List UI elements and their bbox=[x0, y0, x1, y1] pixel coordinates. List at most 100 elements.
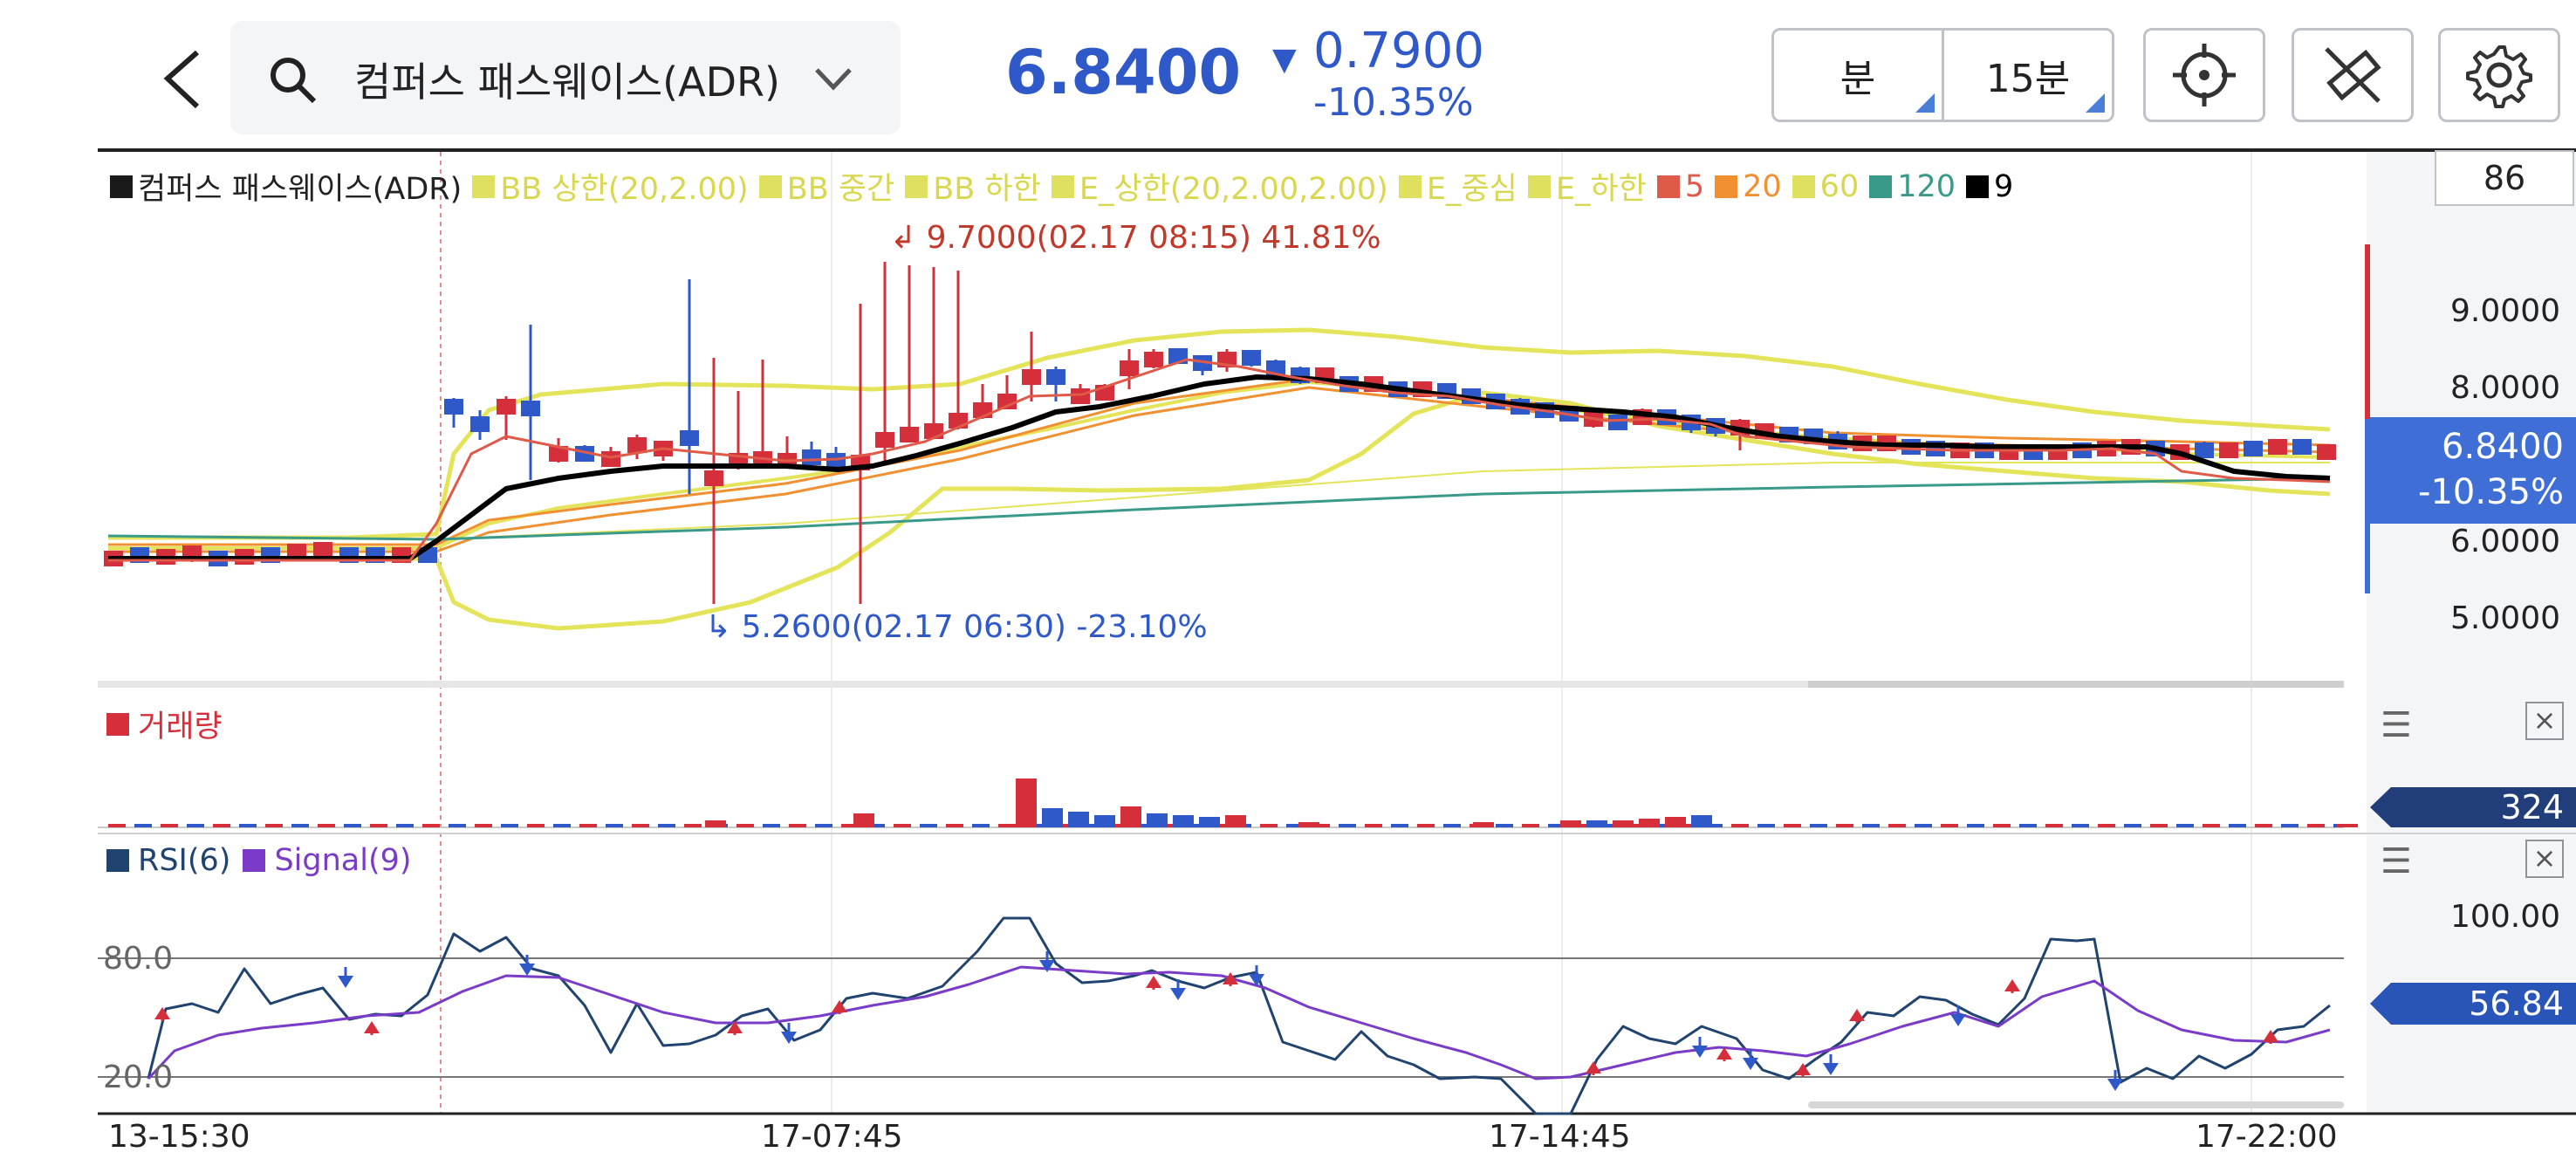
volume-bar bbox=[1586, 820, 1607, 827]
volume-bar bbox=[1639, 819, 1660, 827]
volume-bar bbox=[946, 824, 963, 827]
volume-bar bbox=[1298, 822, 1319, 827]
volume-bar bbox=[1391, 824, 1408, 827]
legend-swatch bbox=[1715, 175, 1738, 198]
legend-label: 9 bbox=[1994, 168, 2014, 204]
volume-bar bbox=[2124, 824, 2141, 827]
period-unit-button[interactable]: 분 bbox=[1771, 28, 1944, 122]
legend-label: 20 bbox=[1743, 168, 1782, 204]
candle-body bbox=[601, 451, 620, 467]
volume-bar bbox=[1705, 824, 1723, 827]
volume-bar bbox=[1173, 815, 1194, 827]
rsi-scrollbar-thumb[interactable] bbox=[1808, 1101, 2344, 1108]
candle-body bbox=[1046, 369, 1065, 385]
volume-bar bbox=[318, 824, 335, 827]
close-icon[interactable]: × bbox=[2525, 840, 2564, 878]
buy-signal-arrow bbox=[2004, 979, 2020, 991]
buy-signal-arrow bbox=[727, 1021, 743, 1033]
candle-body bbox=[1022, 369, 1041, 385]
menu-icon[interactable]: ☰ bbox=[2381, 705, 2412, 745]
volume-bar bbox=[1147, 813, 1168, 827]
candle-body bbox=[497, 399, 516, 415]
arrow-icon: ↳ bbox=[705, 609, 742, 645]
axis-value-box[interactable]: 86 bbox=[2435, 150, 2574, 206]
buy-signal-arrow bbox=[2263, 1030, 2278, 1042]
settings-button[interactable] bbox=[2438, 28, 2560, 122]
x-tick: 17-07:45 bbox=[761, 1119, 903, 1155]
volume-bar bbox=[213, 824, 230, 827]
rsi-title: RSI(6) Signal(9) bbox=[106, 843, 412, 878]
volume-bar bbox=[1862, 824, 1880, 827]
close-icon[interactable]: × bbox=[2525, 702, 2564, 740]
volume-bar bbox=[370, 824, 387, 827]
volume-bar bbox=[1225, 815, 1246, 827]
low-annotation-text: 5.2600(02.17 06:30) -23.10% bbox=[741, 609, 1208, 645]
period-value-label: 15분 bbox=[1985, 57, 2071, 101]
buy-signal-arrow bbox=[1223, 972, 1238, 984]
volume-bar bbox=[2229, 824, 2246, 827]
volume-bar bbox=[841, 824, 859, 827]
volume-bar bbox=[449, 824, 466, 827]
chevron-down-icon[interactable] bbox=[812, 61, 855, 96]
volume-bar bbox=[1443, 824, 1461, 827]
volume-bar bbox=[736, 824, 754, 827]
legend-label: E_하한 bbox=[1555, 172, 1647, 207]
signal-line bbox=[147, 965, 2331, 1080]
legend-label: BB 하한 bbox=[933, 172, 1041, 207]
current-price-tag-value: 6.8400 bbox=[2442, 427, 2564, 467]
candle-body bbox=[2244, 441, 2263, 456]
buy-signal-arrow bbox=[364, 1021, 380, 1033]
sell-signal-arrow bbox=[338, 976, 353, 988]
search-icon bbox=[271, 58, 317, 104]
volume-color-swatch bbox=[106, 712, 129, 736]
stock-search-box[interactable] bbox=[230, 21, 901, 134]
legend-swatch bbox=[472, 175, 496, 198]
volume-bar bbox=[684, 824, 702, 827]
volume-bar bbox=[1574, 824, 1592, 827]
legend-label: 컴퍼스 패스웨이스(ADR) bbox=[138, 172, 462, 207]
volume-bar bbox=[344, 824, 361, 827]
ma5-line bbox=[108, 358, 2331, 562]
volume-bar bbox=[1757, 824, 1775, 827]
volume-bar bbox=[2045, 824, 2063, 827]
legend-swatch bbox=[1792, 175, 1815, 198]
volume-bar bbox=[789, 824, 806, 827]
volume-bar bbox=[894, 824, 911, 827]
volume-bar bbox=[1653, 824, 1670, 827]
rsi-color-swatch bbox=[106, 849, 129, 872]
current-price-tag: 6.8400 -10.35% bbox=[2370, 417, 2576, 524]
back-button[interactable] bbox=[148, 33, 218, 120]
drawing-toggle-button[interactable] bbox=[2292, 28, 2414, 122]
buy-signal-arrow bbox=[832, 1000, 847, 1012]
volume-bar bbox=[606, 824, 623, 827]
volume-bar bbox=[705, 820, 726, 827]
sell-signal-arrow bbox=[519, 964, 535, 976]
main-scrollbar-thumb[interactable] bbox=[1808, 681, 2344, 688]
volume-bar bbox=[422, 824, 440, 827]
legend-swatch bbox=[110, 175, 133, 198]
low-annotation: ↳ 5.2600(02.17 06:30) -23.10% bbox=[705, 609, 1208, 645]
volume-bar bbox=[265, 824, 283, 827]
menu-icon[interactable]: ☰ bbox=[2381, 841, 2412, 881]
candle-body bbox=[470, 416, 490, 432]
volume-bar bbox=[1042, 808, 1063, 827]
volume-bar bbox=[1016, 778, 1037, 827]
volume-bar bbox=[1068, 812, 1089, 827]
volume-bar bbox=[1784, 824, 1801, 827]
crosshair-button[interactable] bbox=[2143, 28, 2265, 122]
down-triangle-icon: ▼ bbox=[1272, 42, 1297, 78]
y-tick: 5.0000 bbox=[2450, 600, 2560, 636]
volume-bar bbox=[1731, 824, 1749, 827]
rsi-lines bbox=[147, 916, 2331, 1115]
back-icon bbox=[163, 50, 200, 109]
range-bar-up bbox=[2365, 244, 2370, 419]
volume-bar bbox=[1312, 824, 1330, 827]
price-change: 0.7900 bbox=[1313, 23, 1484, 79]
volume-bar bbox=[1993, 824, 2011, 827]
volume-bar bbox=[2150, 824, 2168, 827]
volume-bar bbox=[1967, 824, 1984, 827]
rsi-level-20-label: 20.0 bbox=[103, 1060, 174, 1095]
period-value-button[interactable]: 15분 bbox=[1942, 28, 2114, 122]
legend-swatch bbox=[905, 175, 928, 198]
